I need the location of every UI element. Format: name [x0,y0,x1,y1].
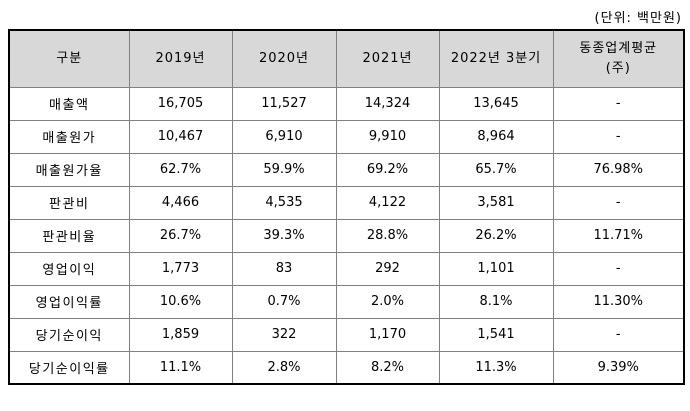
value-cell: 76.98% [552,152,685,187]
value-cell: 62.7% [128,152,233,187]
value-cell: 2.0% [335,284,440,319]
value-cell: 26.7% [128,218,233,253]
value-cell: 4,122 [335,185,440,220]
row-label-cell: 판관비 [8,185,130,220]
value-cell: 8.2% [335,350,440,385]
value-cell: 1,170 [335,317,440,352]
table-row: 판관비율 26.7% 39.3% 28.8% 26.2% 11.71% [8,218,685,253]
table-row: 매출원가 10,467 6,910 9,910 8,964- [8,119,685,154]
value-cell: 83 [231,251,337,286]
header-industry-average: 동종업계평균 (주) [552,29,685,88]
header-industry-average-line2: (주) [605,60,631,76]
value-cell: 322 [231,317,337,352]
row-label-cell: 매출액 [8,86,130,121]
value-cell: 0.7% [231,284,337,319]
value-cell: 3,581 [438,185,554,220]
row-label-cell: 판관비율 [8,218,130,253]
financial-table: 구분 2019년 2020년 2021년 2022년 3분기 동종업계평균 (주… [8,29,685,385]
value-cell: 9,910 [335,119,440,154]
header-year-2019: 2019년 [128,29,233,88]
value-cell: - [552,119,685,154]
value-cell: - [552,317,685,352]
row-label-cell: 영업이익률 [8,284,130,319]
value-cell: 6,910 [231,119,337,154]
table-body: 매출액 16,705 11,527 14,324 13,645- 매출원가 10,467 6,… [8,86,685,385]
value-cell: 11.3% [438,350,554,385]
value-cell: 65.7% [438,152,554,187]
value-cell: 13,645 [438,86,554,121]
table-header-row: 구분 2019년 2020년 2021년 2022년 3분기 동종업계평균 (주… [8,29,685,88]
table-row: 당기순이익 1,859 322 1,170 1,541- [8,317,685,352]
value-cell: 26.2% [438,218,554,253]
table-row: 영업이익 1,773 83 292 1,101- [8,251,685,286]
table-row: 매출원가율 62.7% 59.9% 69.2% 65.7% 76.98% [8,152,685,187]
row-label-cell: 매출원가 [8,119,130,154]
table-row: 당기순이익률 11.1% 2.8% 8.2% 11.3% 9.39% [8,350,685,385]
value-cell: 1,859 [128,317,233,352]
value-cell: 8,964 [438,119,554,154]
row-label-cell: 당기순이익 [8,317,130,352]
value-cell: 1,773 [128,251,233,286]
header-year-2020: 2020년 [231,29,337,88]
header-industry-average-line1: 동종업계평균 [579,40,658,56]
value-cell: 8.1% [438,284,554,319]
value-cell: 16,705 [128,86,233,121]
value-cell: 11.30% [552,284,685,319]
value-cell: - [552,251,685,286]
value-cell: 10.6% [128,284,233,319]
value-cell: 4,535 [231,185,337,220]
value-cell: 2.8% [231,350,337,385]
value-cell: 69.2% [335,152,440,187]
value-cell: 9.39% [552,350,685,385]
header-year-2021: 2021년 [335,29,440,88]
value-cell: - [552,86,685,121]
row-label-cell: 당기순이익률 [8,350,130,385]
value-cell: 28.8% [335,218,440,253]
value-cell: 1,101 [438,251,554,286]
table-row: 매출액 16,705 11,527 14,324 13,645- [8,86,685,121]
value-cell: 10,467 [128,119,233,154]
value-cell: 4,466 [128,185,233,220]
value-cell: 11,527 [231,86,337,121]
value-cell: 11.71% [552,218,685,253]
row-label-cell: 매출원가율 [8,152,130,187]
value-cell: 292 [335,251,440,286]
header-2022-q3: 2022년 3분기 [438,29,554,88]
row-label-cell: 영업이익 [8,251,130,286]
value-cell: 11.1% [128,350,233,385]
value-cell: - [552,185,685,220]
unit-label: (단위: 백만원) [594,11,682,26]
value-cell: 59.9% [231,152,337,187]
value-cell: 14,324 [335,86,440,121]
value-cell: 39.3% [231,218,337,253]
header-category: 구분 [8,29,130,88]
value-cell: 1,541 [438,317,554,352]
table-row: 영업이익률 10.6% 0.7% 2.0% 8.1% 11.30% [8,284,685,319]
table-row: 판관비 4,466 4,535 4,122 3,581- [8,185,685,220]
